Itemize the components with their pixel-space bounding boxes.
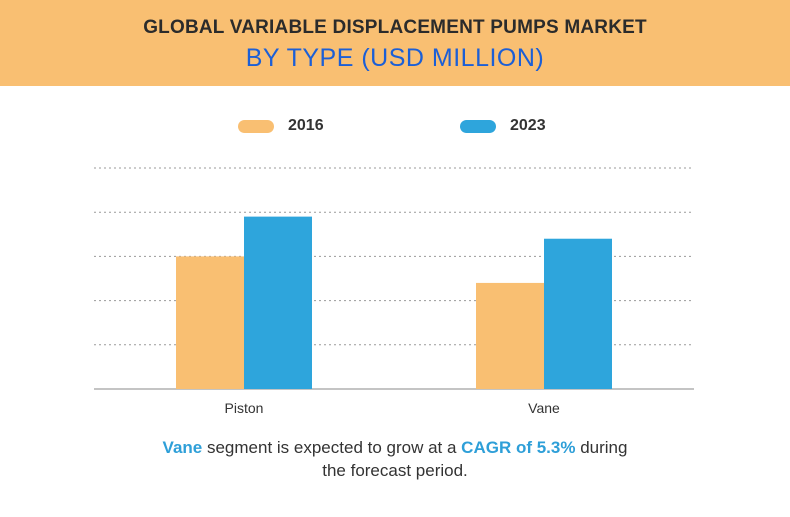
x-tick-label: Vane xyxy=(528,400,560,416)
bar-piston-2023 xyxy=(244,216,312,389)
bar-chart: Piston Vane xyxy=(94,167,694,416)
legend-item-2023: 2023 xyxy=(460,116,546,136)
title-banner: GLOBAL VARIABLE DISPLACEMENT PUMPS MARKE… xyxy=(0,0,790,86)
caption-highlight-segment: Vane xyxy=(162,438,203,457)
caption-highlight-cagr: CAGR of 5.3% xyxy=(461,438,576,457)
legend-label-2016: 2016 xyxy=(288,117,324,134)
bar-vane-2016 xyxy=(476,282,544,389)
bar-piston-2016 xyxy=(176,256,244,389)
legend-label-2023: 2023 xyxy=(510,117,546,134)
caption-text-2: during xyxy=(575,438,628,457)
caption: Vane segment is expected to grow at a CA… xyxy=(0,436,790,482)
legend-swatch-2016 xyxy=(238,119,274,133)
legend-swatch-2023 xyxy=(460,119,496,133)
x-tick-label: Piston xyxy=(225,400,264,416)
caption-text-1: segment is expected to grow at a xyxy=(202,438,462,457)
chart-subtitle: BY TYPE (USD MILLION) xyxy=(245,44,545,72)
legend-item-2016: 2016 xyxy=(238,116,324,136)
bar-vane-2023 xyxy=(544,238,612,389)
chart-title: GLOBAL VARIABLE DISPLACEMENT PUMPS MARKE… xyxy=(143,17,647,38)
caption-line-2: the forecast period. xyxy=(322,461,468,480)
